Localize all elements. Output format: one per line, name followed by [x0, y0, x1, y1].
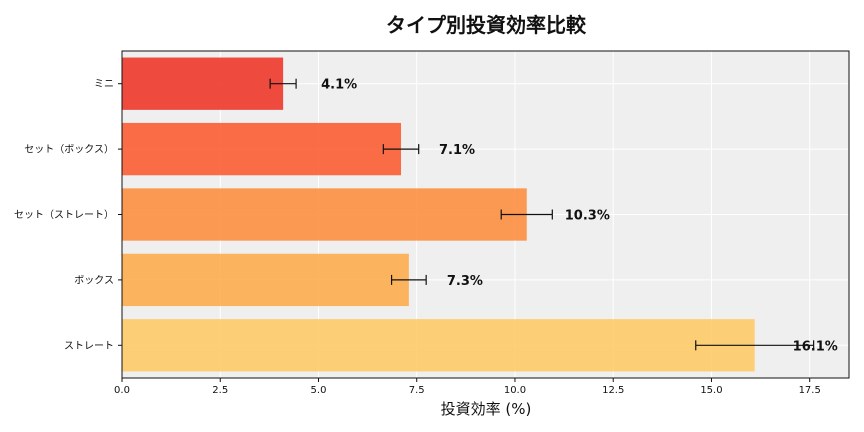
bar — [122, 57, 284, 110]
x-tick-label: 2.5 — [212, 385, 228, 396]
bar — [122, 188, 527, 241]
category-label: ミニ — [94, 79, 114, 90]
data-label: 10.3% — [565, 209, 610, 224]
category-label: セット（ボックス） — [24, 144, 114, 156]
x-tick-label: 12.5 — [602, 385, 624, 396]
bar — [122, 253, 409, 307]
data-label: 4.1% — [321, 78, 357, 93]
category-label: ボックス — [74, 274, 114, 286]
chart-title: タイプ別投資効率比較 — [386, 13, 587, 37]
x-tick-label: 0.0 — [114, 385, 130, 396]
x-tick-label: 7.5 — [409, 385, 425, 396]
plot-frame — [121, 50, 850, 379]
x-tick-label: 15.0 — [700, 385, 722, 396]
bar — [122, 122, 402, 176]
x-tick-label: 17.5 — [799, 385, 821, 396]
x-tick-label: 5.0 — [311, 385, 327, 396]
data-label: 7.3% — [447, 274, 483, 289]
category-label: ストレート — [64, 341, 114, 352]
x-axis-label: 投資効率 (%) — [441, 400, 532, 418]
data-label: 7.1% — [439, 143, 475, 158]
x-tick-label: 10.0 — [504, 385, 526, 396]
bar — [122, 319, 755, 372]
category-label: セット（ストレート） — [14, 209, 114, 221]
data-label: 16.1% — [793, 339, 838, 354]
